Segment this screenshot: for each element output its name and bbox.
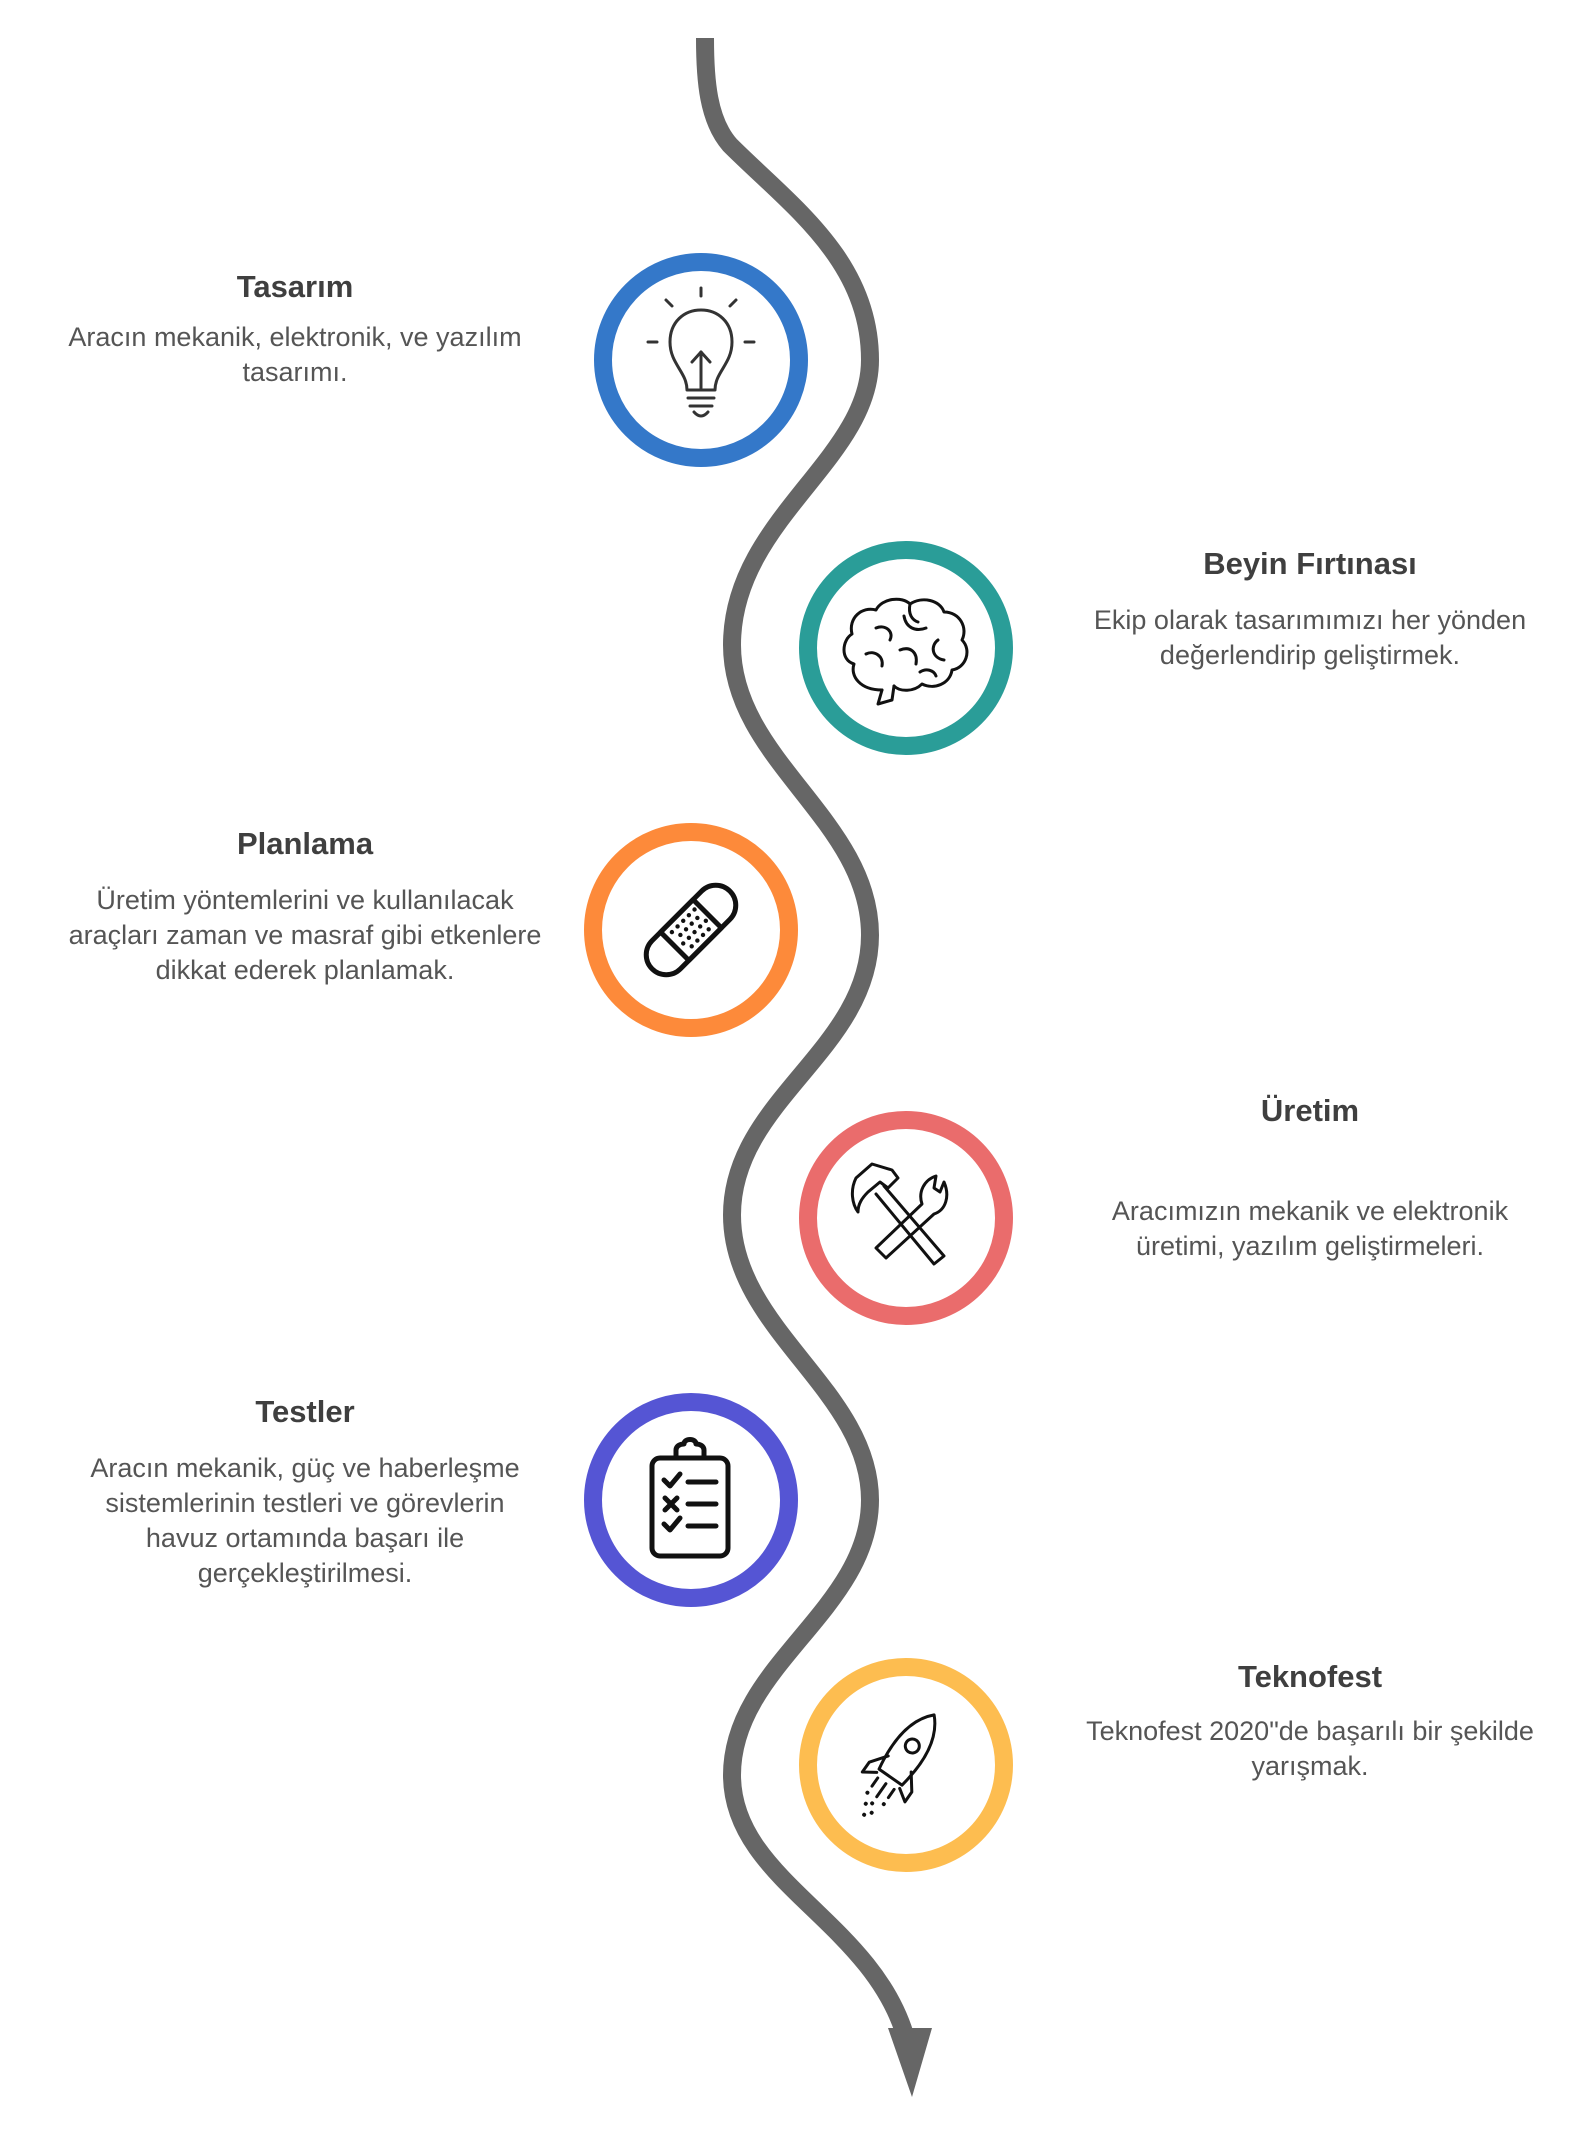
step-beyin-firtinasi xyxy=(799,541,1013,755)
step-description: Ekip olarak tasarımımızı her yönden değe… xyxy=(1093,605,1527,670)
step-description: Teknofest 2020"de başarılı bir şekilde y… xyxy=(1086,1716,1534,1781)
step-uretim-text: Üretim Aracımızın mekanik ve elektronik … xyxy=(1060,1092,1560,1264)
step-title: Teknofest xyxy=(1237,1659,1383,1694)
teknofest-ring xyxy=(799,1658,1013,1872)
step-description: Aracımızın mekanik ve elektronik üretimi… xyxy=(1111,1196,1509,1261)
step-title: Tasarım xyxy=(236,269,354,304)
rocket-icon xyxy=(860,1713,937,1817)
step-description: Üretim yöntemlerini ve kullanılacak araç… xyxy=(68,885,542,985)
step-tasarim xyxy=(594,253,808,467)
winding-path xyxy=(696,37,914,2038)
bandage-icon xyxy=(643,882,739,978)
step-planlama-text: Planlama Üretim yöntemlerini ve kullanıl… xyxy=(40,825,570,988)
testler-ring xyxy=(584,1393,798,1607)
step-title: Testler xyxy=(255,1394,355,1429)
step-uretim xyxy=(799,1111,1013,1325)
step-description: Aracın mekanik, güç ve haberleşme sistem… xyxy=(90,1453,520,1588)
step-teknofest xyxy=(799,1658,1013,1872)
lightbulb-icon xyxy=(646,286,756,418)
step-planlama xyxy=(584,823,798,1037)
step-testler-text: Testler Aracın mekanik, güç ve haberleşm… xyxy=(40,1393,570,1591)
brain-icon xyxy=(842,597,969,706)
clipboard-checklist-icon xyxy=(649,1437,731,1559)
step-teknofest-text: Teknofest Teknofest 2020"de başarılı bir… xyxy=(1050,1658,1570,1784)
step-title: Üretim xyxy=(1260,1093,1360,1128)
step-beyin-firtinasi-text: Beyin Fırtınası Ekip olarak tasarımımızı… xyxy=(1050,545,1570,673)
step-tasarim-text: Tasarım Aracın mekanik, elektronik, ve y… xyxy=(30,268,560,390)
arrow-head xyxy=(888,2028,932,2097)
step-description: Aracın mekanik, elektronik, ve yazılım t… xyxy=(68,322,522,387)
step-title: Planlama xyxy=(236,826,374,861)
step-testler xyxy=(584,1393,798,1607)
hammer-wrench-icon xyxy=(850,1162,949,1266)
step-title: Beyin Fırtınası xyxy=(1203,546,1417,581)
